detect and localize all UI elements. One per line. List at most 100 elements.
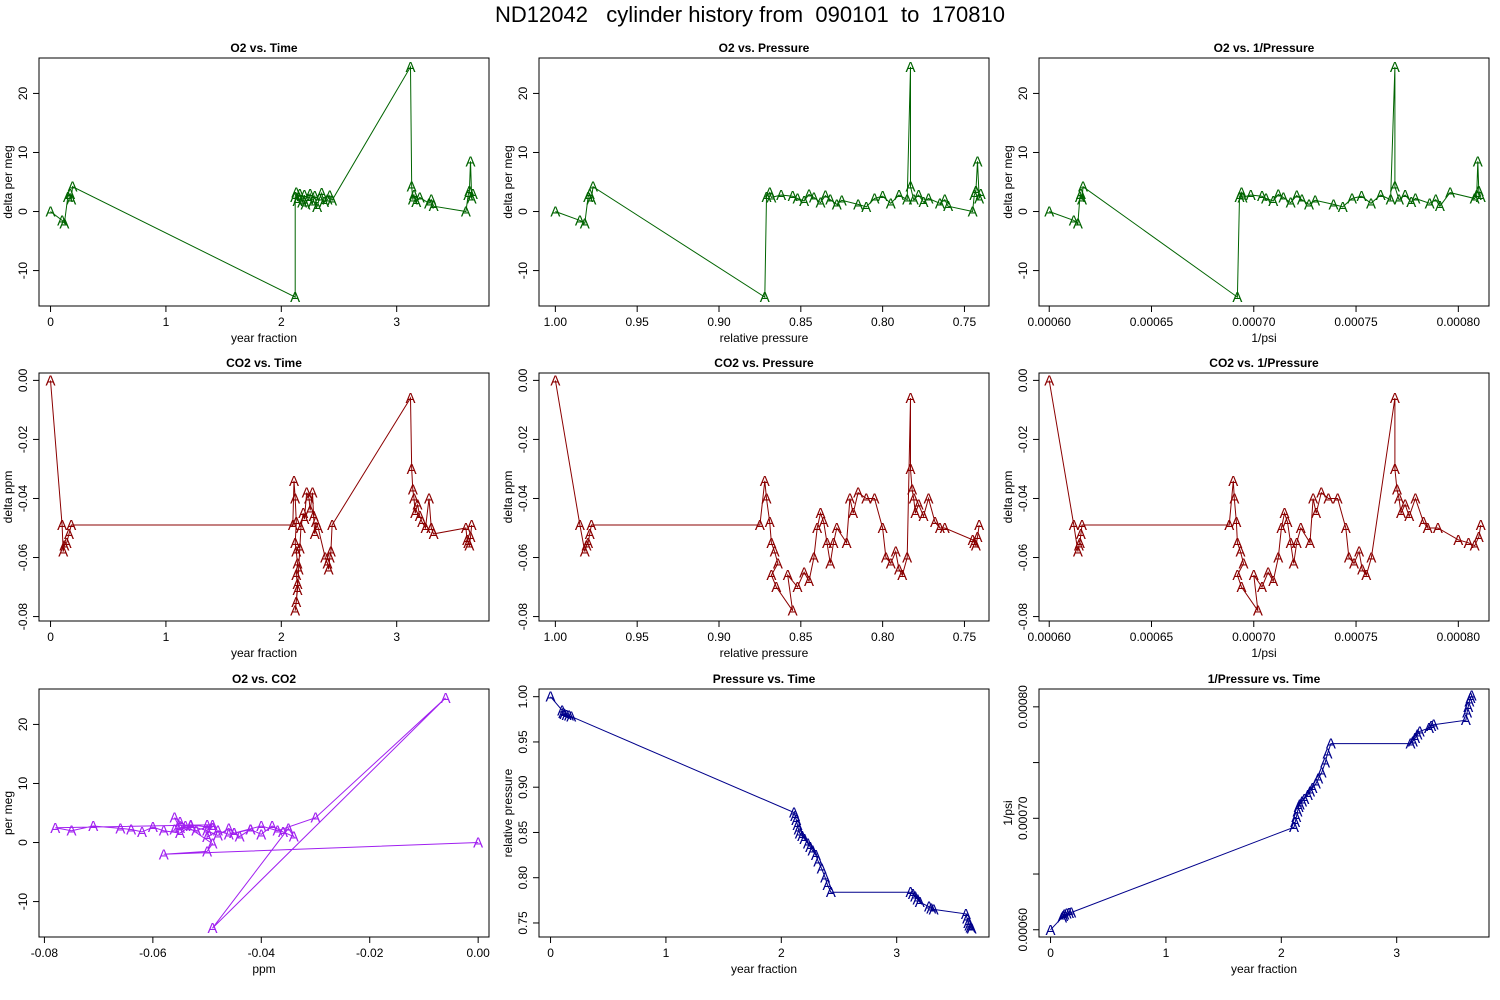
data-point-marker: A (793, 579, 803, 596)
data-point-marker: A (207, 820, 217, 837)
data-point-marker: A (1464, 693, 1474, 710)
data-point-marker: A (1074, 538, 1084, 555)
data-point-marker: A (902, 192, 912, 209)
data-point-marker: A (585, 186, 595, 203)
data-point-marker: A (805, 839, 815, 856)
o2-pressure-chart: O2 vs. Pressure 1.00 0.95 0.90 0.85 0.80 0.75 -… (501, 41, 990, 345)
o2-pressure-series-line (555, 66, 982, 299)
data-point-marker: A (929, 901, 939, 918)
data-point-marker: A (424, 195, 434, 212)
data-point-marker: A (1246, 187, 1256, 204)
data-point-marker: A (1236, 185, 1246, 202)
data-point-marker: A (1078, 179, 1088, 196)
x-tick-label: 1 (1163, 946, 1170, 960)
data-point-marker: A (969, 187, 979, 204)
data-point-marker: A (755, 517, 765, 534)
data-point-marker: A (307, 485, 317, 502)
x-tick-label: 1 (663, 946, 670, 960)
data-point-marker: A (1354, 544, 1364, 561)
data-point-marker: A (310, 526, 320, 543)
x-tick-label: 2 (278, 630, 285, 644)
data-point-marker: A (313, 520, 323, 537)
data-point-marker: A (1044, 372, 1054, 389)
data-point-marker: A (793, 191, 803, 208)
data-point-marker: A (804, 186, 814, 203)
data-point-marker: A (327, 517, 337, 534)
data-point-marker: A (1400, 496, 1410, 513)
x-tick-label: 0.80 (871, 630, 895, 644)
data-point-marker: A (65, 186, 75, 203)
o2-pressure-xlabel: relative pressure (720, 331, 809, 345)
data-point-marker: A (1464, 535, 1474, 552)
data-point-marker: A (1232, 289, 1242, 306)
data-point-marker: A (811, 847, 821, 864)
data-point-marker: A (1261, 191, 1271, 208)
data-point-marker: A (919, 194, 929, 211)
pressure-time-ylabel: relative pressure (501, 768, 515, 857)
data-point-marker: A (175, 814, 185, 831)
data-point-marker: A (583, 189, 593, 206)
co2-time-ylabel: delta ppm (1, 471, 15, 524)
data-point-marker: A (311, 514, 321, 531)
y-tick-label: -0.06 (1016, 544, 1030, 572)
data-point-marker: A (319, 194, 329, 211)
co2-invpressure-xlabel: 1/psi (1251, 646, 1276, 660)
data-point-marker: A (463, 187, 473, 204)
data-point-marker: A (290, 603, 300, 620)
x-tick-label: 0 (1047, 946, 1054, 960)
data-point-marker: A (1296, 520, 1306, 537)
data-point-marker: A (1396, 505, 1406, 522)
data-point-marker: A (307, 195, 317, 212)
data-point-marker: A (88, 818, 98, 835)
data-point-marker: A (1419, 514, 1429, 531)
data-point-marker: A (57, 212, 67, 229)
data-point-marker: A (1058, 908, 1068, 925)
data-point-marker: A (930, 514, 940, 531)
data-point-marker: A (464, 538, 474, 555)
x-tick-label: 0.00060 (1028, 630, 1072, 644)
data-point-marker: A (1286, 535, 1296, 552)
data-point-marker: A (1069, 517, 1079, 534)
data-point-marker: A (461, 204, 471, 221)
data-point-marker: A (126, 822, 136, 839)
data-point-marker: A (1310, 192, 1320, 209)
plot-frame (1038, 372, 1490, 622)
o2-pressure-title: O2 vs. Pressure (719, 41, 810, 55)
data-point-marker: A (175, 825, 185, 842)
y-tick-label: -0.08 (516, 603, 530, 631)
data-point-marker: A (292, 555, 302, 572)
data-point-marker: A (67, 179, 77, 196)
data-point-marker: A (46, 204, 56, 221)
data-point-marker: A (305, 186, 315, 203)
data-point-marker: A (910, 505, 920, 522)
data-point-marker: A (795, 825, 805, 842)
y-tick-label: -0.02 (1016, 425, 1030, 453)
data-point-marker: A (461, 520, 471, 537)
data-point-marker: A (170, 822, 180, 839)
plot-frame (538, 372, 990, 622)
data-point-marker: A (583, 535, 593, 552)
data-point-marker: A (320, 550, 330, 567)
data-point-marker: A (159, 823, 169, 840)
y-tick-label: 10 (16, 145, 30, 159)
data-point-marker: A (815, 505, 825, 522)
data-point-marker: A (861, 490, 871, 507)
x-tick-label: 0.00060 (1028, 315, 1072, 329)
data-point-marker: A (1472, 187, 1482, 204)
data-point-marker: A (326, 544, 336, 561)
data-point-marker: A (1077, 192, 1087, 209)
data-point-marker: A (267, 818, 277, 835)
data-point-marker: A (1410, 730, 1420, 747)
data-point-marker: A (1410, 490, 1420, 507)
data-point-marker: A (1349, 555, 1359, 572)
data-point-marker: A (1308, 490, 1318, 507)
plot-frame (1038, 688, 1490, 938)
y-tick-label: 0.00 (516, 368, 530, 392)
data-point-marker: A (968, 204, 978, 221)
data-point-marker: A (832, 520, 842, 537)
data-point-marker: A (914, 496, 924, 513)
data-point-marker: A (283, 820, 293, 837)
data-point-marker: A (924, 899, 934, 916)
data-point-marker: A (409, 490, 419, 507)
data-point-marker: A (1406, 194, 1416, 211)
